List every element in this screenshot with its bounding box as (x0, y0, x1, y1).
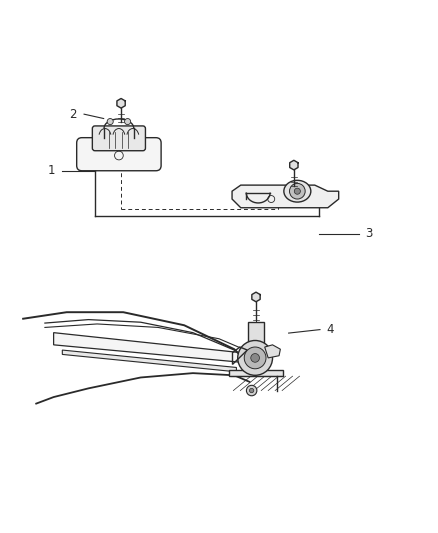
Circle shape (294, 188, 300, 194)
Circle shape (244, 347, 266, 369)
FancyBboxPatch shape (77, 138, 161, 171)
Polygon shape (229, 370, 283, 376)
Polygon shape (248, 322, 264, 356)
Polygon shape (290, 160, 298, 170)
Circle shape (238, 341, 272, 375)
Circle shape (290, 183, 305, 199)
Circle shape (247, 385, 257, 396)
Ellipse shape (284, 180, 311, 202)
Text: 3: 3 (365, 228, 373, 240)
Circle shape (107, 118, 113, 125)
Text: 1: 1 (48, 164, 55, 177)
Polygon shape (53, 333, 241, 362)
Text: 4: 4 (326, 323, 334, 336)
Polygon shape (62, 350, 237, 372)
Circle shape (251, 353, 259, 362)
Text: 2: 2 (70, 108, 77, 120)
Circle shape (124, 118, 131, 125)
FancyBboxPatch shape (92, 126, 145, 151)
Polygon shape (232, 185, 339, 208)
Polygon shape (265, 345, 280, 358)
Polygon shape (252, 292, 260, 302)
Polygon shape (117, 99, 125, 108)
Circle shape (250, 389, 254, 393)
